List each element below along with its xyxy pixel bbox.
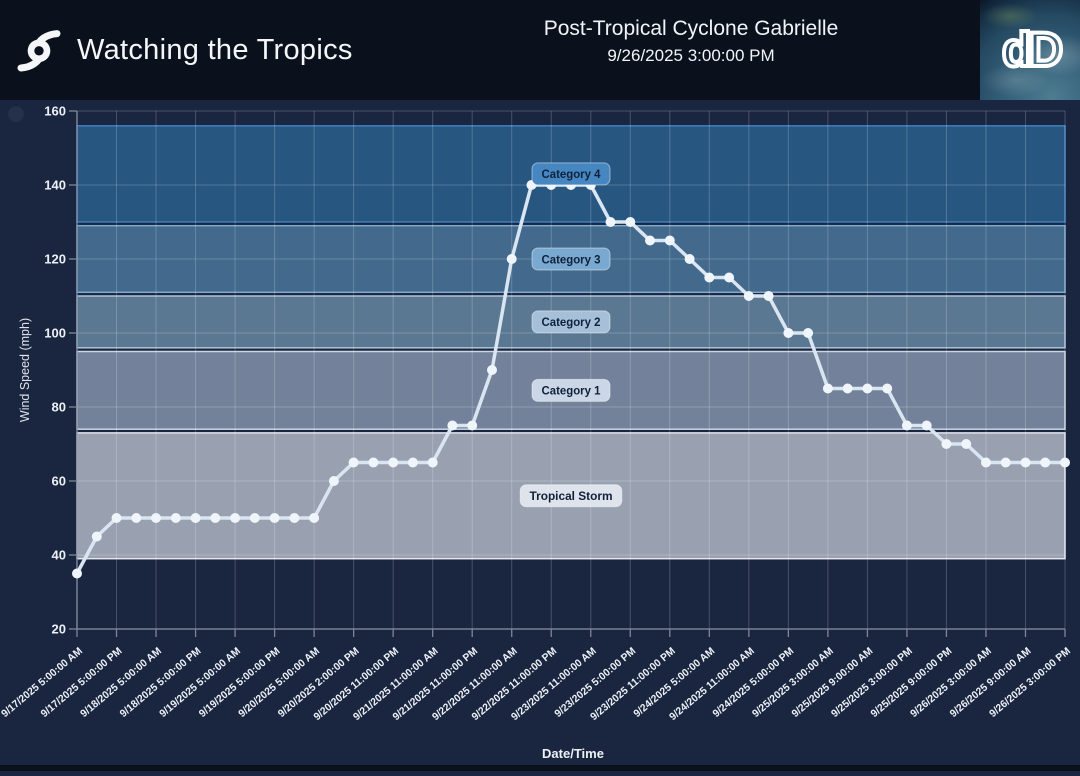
data-point-marker[interactable] bbox=[190, 513, 201, 523]
data-point-marker[interactable] bbox=[842, 383, 853, 394]
advisory-timestamp: 9/26/2025 3:00:00 PM bbox=[607, 46, 775, 65]
data-point-marker[interactable] bbox=[724, 272, 735, 283]
data-point-marker[interactable] bbox=[882, 383, 893, 394]
logo-text: dD bbox=[1002, 24, 1061, 77]
data-point-marker[interactable] bbox=[1040, 457, 1051, 468]
data-point-marker[interactable] bbox=[664, 235, 675, 246]
y-tick-label: 80 bbox=[52, 400, 66, 415]
app-brand: Watching the Tropics bbox=[14, 0, 353, 100]
data-point-marker[interactable] bbox=[230, 513, 241, 523]
data-point-marker[interactable] bbox=[328, 476, 339, 486]
category-badge-label: Category 3 bbox=[542, 252, 601, 266]
data-point-marker[interactable] bbox=[625, 217, 636, 227]
app-logo: dD bbox=[980, 0, 1080, 100]
category-badge bbox=[531, 247, 611, 271]
y-tick-label: 20 bbox=[52, 622, 66, 637]
category-badge-label: Category 4 bbox=[542, 167, 601, 181]
data-point-marker[interactable] bbox=[645, 235, 655, 246]
data-point-marker[interactable] bbox=[210, 513, 221, 523]
y-tick-label: 140 bbox=[44, 178, 66, 193]
y-tick-label: 160 bbox=[44, 104, 66, 119]
data-point-marker[interactable] bbox=[783, 328, 794, 338]
data-point-marker[interactable] bbox=[72, 568, 82, 579]
data-point-marker[interactable] bbox=[506, 254, 517, 264]
data-point-marker[interactable] bbox=[921, 420, 932, 431]
category-badge bbox=[519, 484, 623, 508]
data-point-marker[interactable] bbox=[131, 513, 142, 523]
data-point-marker[interactable] bbox=[743, 291, 754, 301]
data-point-marker[interactable] bbox=[388, 457, 399, 468]
data-point-marker[interactable] bbox=[447, 420, 458, 431]
gridlines bbox=[76, 110, 1066, 629]
data-point-marker[interactable] bbox=[348, 457, 359, 468]
data-point-marker[interactable] bbox=[763, 291, 774, 301]
tick-marks bbox=[69, 110, 1066, 637]
data-point-marker[interactable] bbox=[91, 531, 102, 542]
hurricane-icon bbox=[14, 25, 64, 75]
y-tick-label: 100 bbox=[44, 326, 66, 341]
data-point-marker[interactable] bbox=[605, 217, 616, 227]
data-point-marker[interactable] bbox=[289, 513, 300, 523]
data-point-marker[interactable] bbox=[981, 457, 991, 468]
decorative-dot bbox=[8, 106, 24, 122]
y-tick-label: 40 bbox=[52, 548, 66, 563]
app-header: Watching the Tropics Post-Tropical Cyclo… bbox=[0, 0, 1080, 100]
data-point-marker[interactable] bbox=[704, 272, 715, 283]
data-point-marker[interactable] bbox=[467, 420, 478, 431]
data-point-marker[interactable] bbox=[1020, 457, 1031, 468]
category-bands bbox=[76, 125, 1066, 560]
data-point-marker[interactable] bbox=[309, 513, 320, 523]
data-point-marker[interactable] bbox=[1000, 457, 1011, 468]
data-point-marker[interactable] bbox=[249, 513, 260, 523]
axes bbox=[76, 111, 1065, 630]
logo-earth-image: dD bbox=[1000, 22, 1066, 79]
app-title: Watching the Tropics bbox=[77, 33, 353, 66]
data-point-marker[interactable] bbox=[961, 439, 972, 449]
category-badge bbox=[531, 310, 611, 334]
data-point-marker[interactable] bbox=[170, 513, 181, 523]
category-badge bbox=[531, 162, 611, 186]
storm-title: Post-Tropical Cyclone Gabrielle bbox=[543, 17, 839, 40]
data-point-marker[interactable] bbox=[151, 513, 161, 523]
category-badge-label: Category 1 bbox=[542, 384, 601, 398]
x-axis-title: Date/Time bbox=[542, 746, 604, 761]
data-point-marker[interactable] bbox=[901, 420, 912, 431]
data-point-marker[interactable] bbox=[111, 513, 122, 523]
data-point-marker[interactable] bbox=[487, 365, 497, 375]
data-point-markers bbox=[72, 180, 1070, 579]
data-point-marker[interactable] bbox=[368, 457, 379, 468]
wind-speed-chart: 20 40 60 80 100 120 140 160 Wind Speed (mph) 9/17… bbox=[0, 100, 1080, 776]
y-tick-labels: 20 40 60 80 100 120 140 160 bbox=[44, 104, 66, 637]
data-point-marker[interactable] bbox=[427, 457, 438, 468]
data-point-marker[interactable] bbox=[1060, 457, 1070, 468]
data-point-marker[interactable] bbox=[269, 513, 280, 523]
x-tick-labels: 9/17/2025 5:00:00 AM9/17/2025 5:00:00 PM… bbox=[0, 645, 1073, 723]
data-point-marker[interactable] bbox=[684, 254, 695, 264]
data-point-marker[interactable] bbox=[941, 439, 952, 449]
category-badge-label: Category 2 bbox=[542, 315, 601, 329]
category-badge bbox=[531, 378, 611, 402]
data-point-marker[interactable] bbox=[862, 383, 873, 394]
category-badge-label: Tropical Storm bbox=[530, 489, 613, 503]
y-tick-label: 60 bbox=[52, 474, 66, 489]
y-tick-label: 120 bbox=[44, 252, 66, 267]
y-axis-title: Wind Speed (mph) bbox=[18, 318, 32, 422]
storm-header: Post-Tropical Cyclone Gabrielle 9/26/202… bbox=[544, 16, 839, 67]
footer-strip bbox=[0, 765, 1080, 771]
chart-svg: 20 40 60 80 100 120 140 160 Wind Speed (mph) 9/17… bbox=[0, 104, 1073, 762]
data-point-marker[interactable] bbox=[803, 328, 814, 338]
data-point-marker[interactable] bbox=[822, 383, 833, 394]
data-point-marker[interactable] bbox=[407, 457, 418, 468]
category-badges: Tropical Storm Category 1 Category 2 Catego… bbox=[519, 162, 623, 508]
